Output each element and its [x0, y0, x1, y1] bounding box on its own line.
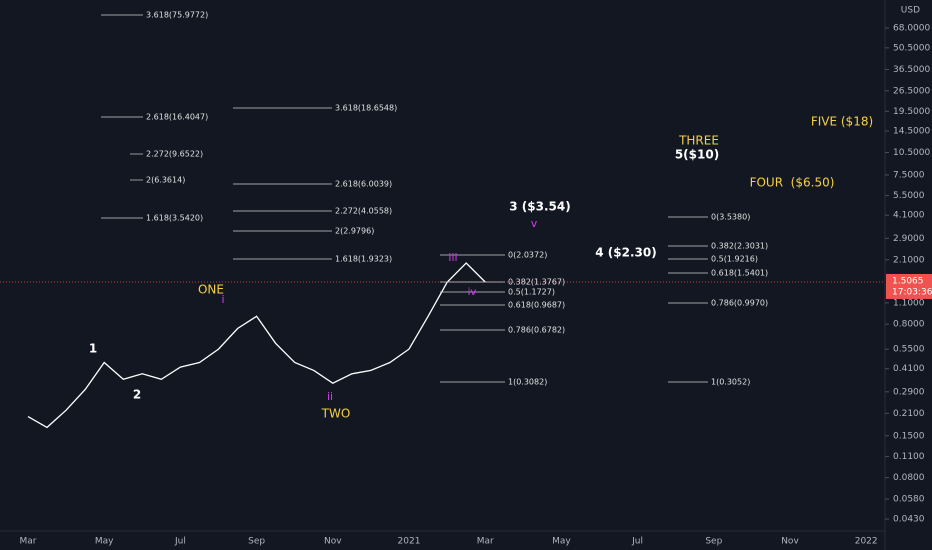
fib-label: 0.5(1.1727) [508, 288, 555, 297]
wave-label: 1 [89, 342, 97, 356]
fib-label: 2(2.9796) [335, 227, 374, 236]
currency-label: USD [901, 6, 920, 16]
x-tick-label: Nov [324, 537, 342, 547]
wave-label: 5($10) [675, 148, 719, 162]
fib-label: 1.618(3.5420) [146, 214, 203, 223]
y-tick-label: 10.5000 [893, 148, 930, 158]
x-tick-label: Mar [20, 537, 37, 547]
wave-label: ii [327, 390, 333, 403]
x-tick-label: Jul [631, 537, 643, 547]
x-tick-label: Jul [174, 537, 186, 547]
wave-label: 2 [133, 388, 141, 402]
y-tick-label: 1.1000 [893, 298, 925, 308]
fib-label: 2.272(4.0558) [335, 207, 392, 216]
y-tick-label: 36.5000 [893, 65, 930, 75]
y-tick-label: 0.0430 [893, 515, 925, 525]
fib-label: 0.5(1.9216) [711, 255, 758, 264]
wave-label: iii [448, 251, 457, 264]
fib-label: 0.618(0.9687) [508, 301, 565, 310]
fib-label: 3.618(75.9772) [146, 11, 208, 20]
x-tick-label: 2022 [855, 537, 878, 547]
fib-label: 0(2.0372) [508, 251, 547, 260]
wave-label: FIVE ($18) [811, 115, 873, 129]
y-tick-label: 68.0000 [893, 24, 930, 34]
y-tick-label: 7.5000 [893, 170, 925, 180]
fib-label: 1.618(1.9323) [335, 255, 392, 264]
y-tick-label: 0.1100 [893, 452, 925, 462]
fib-label: 2.618(16.4047) [146, 113, 208, 122]
price-line [27, 262, 486, 429]
y-tick-label: 0.5500 [893, 345, 925, 355]
fib-label: 0(3.5380) [711, 213, 750, 222]
wave-label: TWO [321, 407, 351, 421]
fib-label: 2.272(9.6522) [146, 150, 203, 159]
fib-label: 0.382(2.3031) [711, 242, 768, 251]
last-price-label: 1.5065 [892, 276, 924, 286]
y-tick-label: 2.9000 [893, 234, 925, 244]
fib-label: 0.382(1.3767) [508, 278, 565, 287]
x-tick-label: Sep [705, 537, 722, 547]
wave-label: iv [468, 287, 477, 298]
wave-label: FOUR ($6.50) [750, 176, 835, 190]
fib-label: 0.786(0.9970) [711, 299, 768, 308]
fib-label: 1(0.3052) [711, 378, 750, 387]
y-tick-label: 19.5000 [893, 107, 930, 117]
x-tick-label: 2021 [398, 537, 421, 547]
x-tick-label: May [552, 537, 571, 547]
wave-label: v [531, 217, 538, 230]
y-tick-label: 0.2100 [893, 409, 925, 419]
y-tick-label: 50.5000 [893, 43, 930, 53]
last-price-box [886, 273, 932, 299]
wave-label: 4 ($2.30) [595, 246, 656, 260]
wave-label: ONE [198, 283, 224, 297]
fib-label: 2(6.3614) [146, 176, 185, 185]
y-tick-label: 0.0580 [893, 495, 925, 505]
wave-label: i [221, 293, 224, 306]
y-tick-label: 0.8000 [893, 320, 925, 330]
y-tick-label: 0.4100 [893, 364, 925, 374]
y-tick-label: 0.1500 [893, 431, 925, 441]
x-tick-label: May [95, 537, 114, 547]
y-tick-label: 4.1000 [893, 211, 925, 221]
x-tick-label: Sep [248, 537, 265, 547]
y-tick-label: 5.5000 [893, 191, 925, 201]
y-tick-label: 0.0800 [893, 473, 925, 483]
y-tick-label: 26.5000 [893, 86, 930, 96]
fib-label: 2.618(6.0039) [335, 180, 392, 189]
countdown-label: 17:03:36 [892, 287, 932, 297]
x-tick-label: Mar [477, 537, 494, 547]
fib-label: 3.618(18.6548) [335, 104, 397, 113]
x-tick-label: Nov [781, 537, 799, 547]
fib-label: 0.618(1.5401) [711, 269, 768, 278]
y-tick-label: 14.5000 [893, 127, 930, 137]
wave-label: THREE [678, 134, 719, 148]
wave-label: 3 ($3.54) [509, 200, 570, 214]
y-tick-label: 0.2900 [893, 387, 925, 397]
fib-label: 1(0.3082) [508, 378, 547, 387]
fib-label: 0.786(0.6782) [508, 326, 565, 335]
y-tick-label: 2.1000 [893, 255, 925, 265]
